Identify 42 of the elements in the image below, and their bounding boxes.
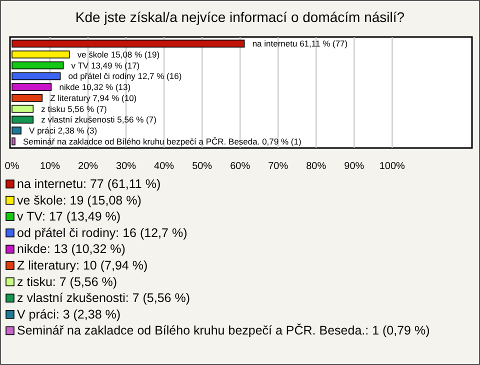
x-tick-label: 20%	[78, 161, 98, 172]
text: z vlastní zkušenosti: 7 (5,56 %)	[17, 291, 190, 306]
text: nikde: 13 (10,32 %)	[17, 242, 126, 256]
x-tick-label: 10%	[40, 161, 60, 172]
x-tick-label: 50%	[192, 161, 212, 172]
category-label: na internetu 61,11 % (77)	[252, 38, 348, 49]
category-label: Z literatury 7,94 % (10)	[50, 92, 137, 103]
text: na internetu: 77 (61,11 %)	[17, 177, 161, 191]
category-label: ve škole 15,08 % (19)	[77, 49, 160, 60]
text: od přátel či rodiny: 16 (12,7 %)	[17, 226, 188, 240]
x-tick-label: 100%	[379, 161, 406, 172]
category-label: V práci 2,38 % (3)	[29, 126, 98, 136]
chart-title: Kde jste získal/a nejvíce informací o domácím násilí?	[75, 9, 405, 25]
category-label: nikde 10,32 % (13)	[59, 82, 131, 92]
x-tick-label: 90%	[344, 161, 364, 172]
x-tick-label: 70%	[268, 161, 288, 172]
bar	[12, 116, 34, 124]
text: ve škole: 19 (15,08 %)	[17, 193, 142, 208]
category-label: z tisku 5,56 % (7)	[41, 104, 107, 114]
category-label: Seminář na zakladce od Bílého kruhu bezpečí a PČR. Beseda. 0,79 % (1)	[23, 136, 302, 146]
bar	[12, 61, 64, 70]
category-label: v TV 13,49 % (17)	[71, 60, 140, 70]
bar	[12, 50, 70, 58]
bar	[12, 72, 61, 80]
bar	[12, 83, 52, 91]
text: V práci: 3 (2,38 %)	[17, 307, 121, 322]
bar	[12, 126, 22, 134]
text: z tisku: 7 (5,56 %)	[17, 274, 118, 289]
x-tick-label: 60%	[230, 161, 250, 172]
bar	[12, 94, 43, 102]
category-label: od přátel či rodiny 12,7 % (16)	[68, 71, 182, 82]
category-label: z vlastní zkušenosti 5,56 % (7)	[41, 114, 156, 125]
text: v TV: 17 (13,49 %)	[17, 210, 121, 224]
x-tick-label: 30%	[116, 161, 136, 172]
text: Seminář na zakladce od Bílého kruhu bezpečí a PČR. Beseda.: 1 (0,79 %)	[17, 324, 430, 338]
text: Z literatury: 10 (7,94 %)	[17, 258, 148, 272]
x-tick-label: 40%	[154, 161, 174, 172]
x-tick-label: 0%	[4, 161, 20, 172]
bar	[12, 104, 34, 113]
x-tick-label: 80%	[306, 161, 326, 172]
bar	[12, 40, 245, 48]
bar	[12, 137, 16, 146]
